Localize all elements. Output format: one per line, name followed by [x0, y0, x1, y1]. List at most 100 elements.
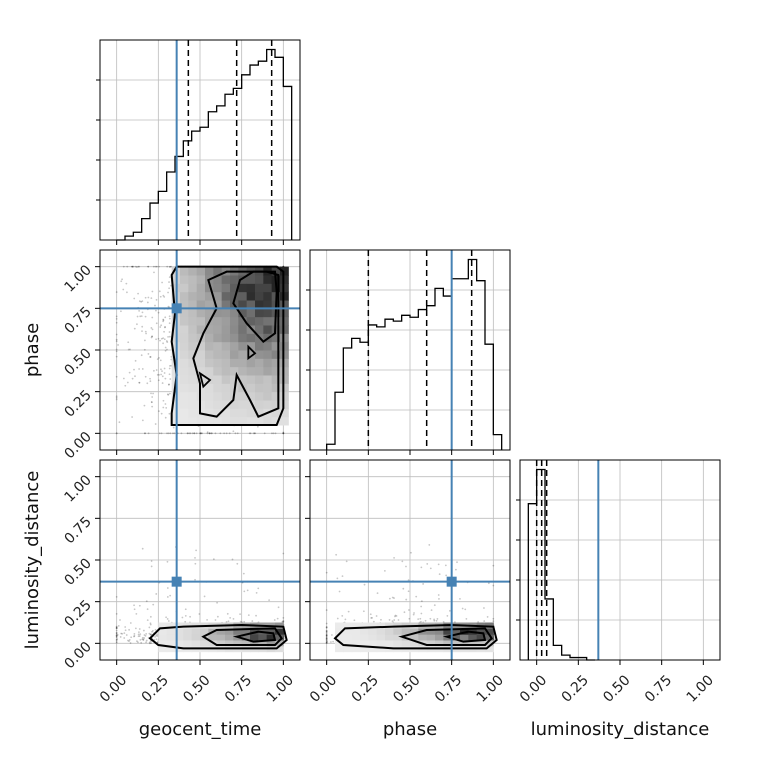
- sample-point: [199, 432, 201, 435]
- sample-point: [325, 634, 328, 637]
- sample-point: [149, 356, 152, 358]
- density-cell: [188, 400, 198, 409]
- density-cell: [246, 308, 256, 318]
- sample-point: [486, 616, 489, 618]
- contour-island: [198, 371, 212, 389]
- sample-point: [166, 560, 169, 563]
- density-cell: [221, 350, 231, 359]
- sample-point: [131, 265, 133, 268]
- density-cell: [188, 416, 198, 426]
- density-cell: [213, 300, 223, 309]
- sample-point: [417, 618, 420, 621]
- sample-point: [166, 265, 169, 268]
- density-cell: [246, 300, 256, 309]
- density-cell: [271, 266, 281, 276]
- density-cell: [435, 634, 444, 641]
- density-cell: [196, 266, 206, 276]
- sample-point: [136, 315, 139, 318]
- y-axis-label-phase: phase: [22, 323, 43, 377]
- density-cell: [180, 300, 189, 309]
- sample-point: [150, 560, 153, 562]
- density-cell: [280, 341, 289, 351]
- sample-point: [163, 330, 165, 333]
- sample-point: [166, 587, 169, 589]
- sample-point: [150, 336, 153, 339]
- sample-point: [209, 432, 211, 435]
- x-axis-label-luminosity-distance: luminosity_distance: [531, 719, 710, 740]
- sample-point: [239, 613, 241, 616]
- sample-point: [150, 401, 153, 403]
- sample-point: [370, 617, 373, 619]
- sample-point: [155, 338, 158, 341]
- sample-point: [136, 323, 138, 326]
- sample-point: [135, 612, 138, 615]
- density-cell: [221, 408, 231, 418]
- sample-point: [200, 432, 203, 435]
- sample-point: [138, 628, 141, 630]
- sample-point: [163, 338, 166, 341]
- density-cell: [241, 628, 251, 635]
- density-cell: [158, 645, 168, 653]
- density-cell: [263, 308, 273, 318]
- sample-point: [256, 425, 259, 428]
- sample-point: [130, 636, 133, 639]
- sample-point: [150, 392, 152, 395]
- sample-point: [119, 636, 122, 638]
- sample-point: [117, 624, 120, 627]
- sample-point: [232, 618, 235, 620]
- sample-point: [492, 620, 495, 623]
- density-cell: [376, 622, 386, 629]
- density-cell: [221, 283, 231, 293]
- sample-point: [199, 432, 202, 435]
- sample-point: [405, 598, 408, 601]
- sample-point: [325, 626, 328, 629]
- histogram-luminosity_distance: [527, 468, 595, 661]
- sample-point: [141, 325, 144, 328]
- sample-point: [206, 432, 209, 435]
- density-cell: [216, 634, 226, 641]
- density-cell: [221, 316, 231, 326]
- sample-point: [159, 339, 161, 342]
- sample-point: [115, 634, 118, 637]
- sample-point: [188, 432, 191, 435]
- sample-point: [164, 377, 167, 380]
- sample-point: [141, 547, 144, 550]
- density-cell: [343, 640, 353, 647]
- sample-point: [151, 335, 153, 338]
- density-cell: [246, 383, 256, 393]
- sample-point: [151, 405, 154, 408]
- density-cell: [271, 333, 281, 343]
- contour-2: [232, 630, 277, 643]
- density-cell: [410, 628, 419, 635]
- sample-point: [438, 573, 441, 576]
- y-tick-label: 0.75: [61, 304, 94, 337]
- sample-point: [167, 335, 169, 338]
- sample-point: [115, 632, 118, 634]
- sample-point: [412, 613, 415, 616]
- sample-point: [136, 640, 138, 643]
- sample-point: [137, 641, 139, 644]
- sample-point: [148, 632, 151, 635]
- sample-point: [121, 278, 123, 281]
- density-cell: [205, 416, 214, 426]
- sample-point: [164, 326, 167, 328]
- density-cell: [180, 416, 189, 426]
- sample-point: [228, 432, 231, 435]
- contour-2: [232, 270, 278, 343]
- density-cell: [476, 640, 486, 647]
- sample-point: [282, 431, 285, 434]
- density-cell: [280, 350, 289, 359]
- density-cell: [221, 325, 231, 334]
- density-cell: [196, 358, 206, 368]
- density-cell: [180, 358, 189, 368]
- sample-point: [272, 432, 275, 435]
- sample-point: [383, 569, 386, 572]
- sample-point: [158, 357, 160, 359]
- sample-point: [144, 296, 147, 299]
- density-cell: [196, 316, 206, 326]
- truth-marker: [446, 576, 457, 587]
- sample-point: [277, 606, 280, 609]
- sample-point: [341, 614, 344, 617]
- density-cell: [451, 628, 461, 635]
- sample-point: [180, 432, 183, 435]
